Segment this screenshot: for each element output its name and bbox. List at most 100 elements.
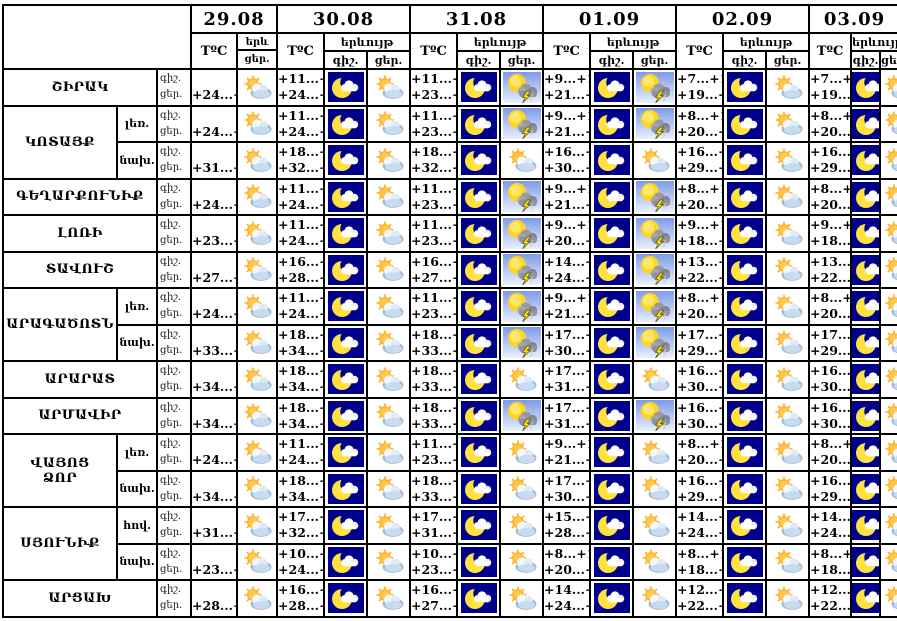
night-temp: +9...+14 xyxy=(544,436,588,452)
night-icon-cell xyxy=(722,104,768,143)
temp-cell: +18...+20+32...+34 xyxy=(276,141,326,180)
sun-cloud-icon xyxy=(882,439,897,466)
temp-cell: +16...+21+27...+32 xyxy=(409,250,459,289)
moon-cloud-icon xyxy=(593,72,630,103)
night-icon-cell xyxy=(589,214,635,253)
night-temp xyxy=(193,108,235,124)
day-icon-cell xyxy=(236,360,279,399)
temp-cell: +34...+36 xyxy=(190,360,239,399)
day-temp: +22...+26 xyxy=(810,269,851,285)
day-temp: +22...+26 xyxy=(677,269,721,285)
day-temp: +33...+36 xyxy=(411,415,455,431)
day-temp: +19...+23 xyxy=(677,87,721,103)
day-icon-cell xyxy=(879,323,897,362)
day-icon-cell xyxy=(765,68,811,107)
day-temp: +24...+28 xyxy=(810,525,851,541)
night-row-label: գիշ. xyxy=(160,292,182,304)
night-day-row-labels: գիշ. ցեր. xyxy=(155,177,193,216)
moon-cloud-icon xyxy=(327,291,364,322)
night-row-label: գիշ. xyxy=(160,328,182,340)
day-icon-cell xyxy=(236,433,279,472)
day-temp: +34...+36 xyxy=(278,488,322,504)
night-subheader: գիշ. xyxy=(456,50,502,70)
night-temp: +17...+20 xyxy=(544,472,588,488)
moon-cloud-icon xyxy=(460,437,497,468)
day-temp: +18...+23 xyxy=(677,233,721,249)
day-icon-cell xyxy=(366,360,412,399)
night-day-row-labels: գիշ. ցեր. xyxy=(155,287,193,326)
day-temp: +20...+24 xyxy=(544,233,588,249)
night-temp: +9...+14 xyxy=(544,217,588,233)
moon-cloud-icon xyxy=(853,546,879,577)
night-temp: +9...+14 xyxy=(544,180,588,196)
zone-label: նախ. xyxy=(116,323,158,362)
night-temp: +16...+18 xyxy=(810,144,851,160)
sun-cloud-icon xyxy=(240,293,274,320)
day-temp: +24...+29 xyxy=(192,87,235,103)
day-icon-cell xyxy=(366,250,412,289)
night-temp: +8...+13 xyxy=(677,180,721,196)
temp-cell: +16...+18+29...+31 xyxy=(808,141,853,180)
moon-cloud-icon xyxy=(726,364,763,395)
night-temp xyxy=(193,144,235,160)
night-row-label: գիշ. xyxy=(160,401,182,413)
sun-cloud-icon xyxy=(638,548,672,575)
night-icon-cell xyxy=(323,579,369,618)
night-temp: +18...+22 xyxy=(278,363,322,379)
day-temp: +20...+24 xyxy=(677,452,721,468)
day-row-label: ցեր. xyxy=(160,563,183,575)
table-row: ԱՐՑԱԽգիշ.ցեր.+28...+33+16...+21+28...+33… xyxy=(2,579,897,618)
night-icon-cell xyxy=(589,177,635,216)
table-row: ԱՐԱՐԱՏգիշ.ցեր.+34...+36+18...+22+34...+3… xyxy=(2,360,897,399)
date-header: 30.08 xyxy=(276,4,412,34)
night-temp: +9...+14 xyxy=(544,290,588,306)
night-icon-cell xyxy=(850,323,882,362)
sun-cloud-icon xyxy=(240,74,274,101)
day-temp: +24...+29 xyxy=(278,123,322,139)
night-icon-cell xyxy=(323,323,369,362)
sun-cloud-icon xyxy=(372,329,406,356)
sun-cloud-icon xyxy=(771,585,805,612)
night-day-row-labels: գիշ. ցեր. xyxy=(155,579,193,618)
temp-cell: +11...+15+23...+28 xyxy=(409,68,459,107)
night-icon-cell xyxy=(850,579,882,618)
day-temp: +31...+33 xyxy=(192,160,235,176)
sun-cloud-lightning-icon xyxy=(502,400,541,432)
night-subheader: գիշ. xyxy=(850,50,882,70)
day-temp: +24...+29 xyxy=(192,123,235,139)
day-icon-cell xyxy=(879,68,897,107)
temp-cell: +27...+32 xyxy=(190,250,239,289)
temp-cell: +11...+15+24...+29 xyxy=(276,177,326,216)
sun-cloud-icon xyxy=(771,220,805,247)
sun-cloud-icon xyxy=(771,256,805,283)
moon-cloud-icon xyxy=(327,72,364,103)
day-temp: +31...+33 xyxy=(544,415,588,431)
day-row-label: ցեր. xyxy=(160,344,183,356)
temp-cell: +16...+19+30...+32 xyxy=(675,396,725,435)
night-icon-cell xyxy=(850,250,882,289)
moon-cloud-icon xyxy=(726,583,763,614)
day-row-label: ցեր. xyxy=(160,89,183,101)
moon-cloud-icon xyxy=(460,72,497,103)
day-temp: +23...+28 xyxy=(411,306,455,322)
day-temp: +23...+27 xyxy=(411,233,455,249)
temp-column-header: TºC xyxy=(675,32,725,70)
night-icon-cell xyxy=(589,396,635,435)
day-icon-cell xyxy=(632,506,678,545)
moon-cloud-icon xyxy=(327,437,364,468)
sun-cloud-icon xyxy=(372,74,406,101)
moon-cloud-icon xyxy=(853,181,879,212)
temp-cell: +11...+15+23...+28 xyxy=(409,177,459,216)
moon-cloud-icon xyxy=(726,400,763,431)
sun-cloud-icon xyxy=(882,402,897,429)
temp-cell: +17...+19+29...+31 xyxy=(675,323,725,362)
day-icon-cell xyxy=(632,68,678,107)
night-row-label: գիշ. xyxy=(160,365,182,377)
day-icon-cell xyxy=(765,433,811,472)
day-temp: +23...+27 xyxy=(192,561,235,577)
day-icon-cell xyxy=(879,250,897,289)
sun-cloud-lightning-icon xyxy=(502,327,541,359)
day-temp: +34...+36 xyxy=(278,379,322,395)
night-icon-cell xyxy=(722,579,768,618)
night-temp: +11...+15 xyxy=(411,107,455,123)
